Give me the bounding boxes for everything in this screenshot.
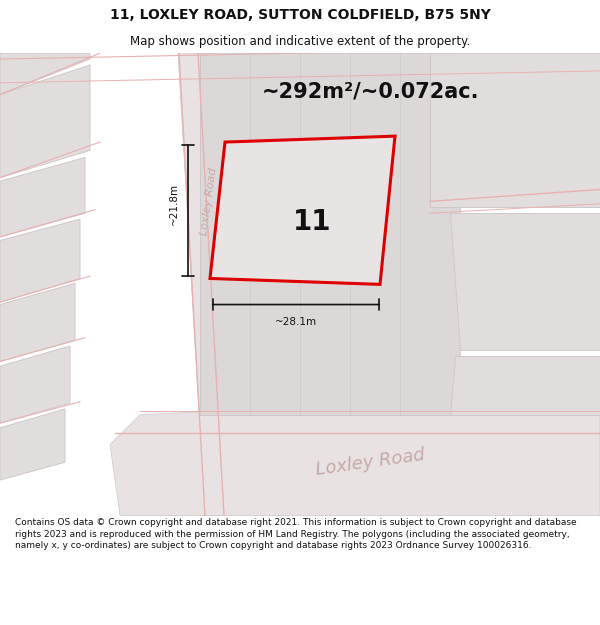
Text: Loxley Road: Loxley Road [199,167,219,236]
Polygon shape [200,53,460,415]
Polygon shape [110,391,600,516]
Polygon shape [0,409,65,480]
Polygon shape [210,136,395,284]
Polygon shape [178,53,225,516]
Polygon shape [0,158,85,237]
Text: Contains OS data © Crown copyright and database right 2021. This information is : Contains OS data © Crown copyright and d… [15,518,577,551]
Polygon shape [430,53,600,208]
Text: Loxley Road: Loxley Road [314,446,426,479]
Polygon shape [0,283,75,361]
Polygon shape [450,213,600,349]
Polygon shape [0,219,80,302]
Polygon shape [450,356,600,415]
Text: Map shows position and indicative extent of the property.: Map shows position and indicative extent… [130,35,470,48]
Text: ~292m²/~0.072ac.: ~292m²/~0.072ac. [261,81,479,101]
Text: ~28.1m: ~28.1m [275,318,317,328]
Text: 11: 11 [293,208,332,236]
Text: ~21.8m: ~21.8m [169,183,179,226]
Polygon shape [0,346,70,423]
Polygon shape [0,65,90,178]
Polygon shape [0,53,90,94]
Text: 11, LOXLEY ROAD, SUTTON COLDFIELD, B75 5NY: 11, LOXLEY ROAD, SUTTON COLDFIELD, B75 5… [110,8,490,22]
